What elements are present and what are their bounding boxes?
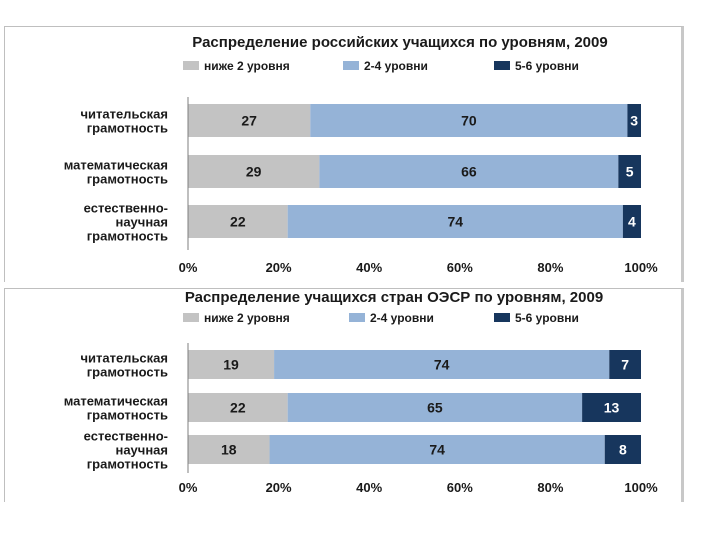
russia-legend-5-6-swatch	[494, 61, 510, 70]
oecd-bar-row1-below-2	[188, 350, 275, 379]
oecd-bar-row1-5-6	[609, 350, 641, 379]
oecd-x-tick-label: 80%	[537, 480, 563, 495]
oecd-legend-2-4-label: 2-4 уровни	[370, 311, 434, 325]
russia-value-label-row2-2-4: 66	[461, 164, 477, 180]
russia-category-label-line: грамотность	[87, 172, 168, 187]
russia-x-tick-label: 100%	[624, 260, 658, 275]
oecd-bar-row2-below-2	[188, 393, 288, 422]
russia-value-label-row2-5-6: 5	[626, 164, 634, 180]
russia-value-label-row1-5-6: 3	[630, 113, 638, 129]
oecd-x-tick-label: 20%	[266, 480, 292, 495]
russia-category-label-line: математическая	[64, 158, 168, 173]
russia-category-label-line: грамотность	[87, 229, 168, 244]
oecd-bar-row3-below-2	[188, 435, 270, 464]
oecd-category-label-row3: естественно-научная грамотность	[84, 429, 168, 472]
russia-value-label-row1-below-2: 27	[241, 113, 257, 129]
russia-bar-row3-below-2	[188, 205, 288, 238]
russia-value-label-row3-5-6: 4	[628, 214, 636, 230]
oecd-legend-2-4-swatch	[349, 313, 365, 322]
oecd-category-label-line: математическая	[64, 394, 168, 409]
russia-value-label-row3-below-2: 22	[230, 214, 246, 230]
russia-category-label-row1: читательская грамотность	[80, 107, 168, 136]
oecd-x-tick-label: 0%	[179, 480, 198, 495]
russia-value-label-row3-2-4: 74	[447, 214, 463, 230]
russia-legend-below-2-label: ниже 2 уровня	[204, 59, 290, 73]
oecd-value-label-row1-5-6: 7	[621, 357, 629, 373]
oecd-value-label-row3-5-6: 8	[619, 442, 627, 458]
russia-bar-row2-5-6	[618, 155, 641, 188]
oecd-value-label-row2-below-2: 22	[230, 400, 246, 416]
russia-bar-row3-5-6	[622, 205, 641, 238]
oecd-x-tick-label: 100%	[624, 480, 658, 495]
russia-x-tick-label: 20%	[266, 260, 292, 275]
russia-bar-row2-below-2	[188, 155, 320, 188]
russia-value-label-row1-2-4: 70	[461, 113, 477, 129]
oecd-bar-row1-2-4	[274, 350, 610, 379]
oecd-value-label-row1-below-2: 19	[223, 357, 239, 373]
russia-bar-row1-5-6	[627, 104, 641, 137]
russia-legend-2-4-label: 2-4 уровни	[364, 59, 428, 73]
russia-category-label-line: читательская	[80, 107, 168, 122]
oecd-chart-title: Распределение учащихся стран ОЭСР по уро…	[185, 289, 603, 306]
russia-category-label-line: грамотность	[87, 121, 168, 136]
russia-category-label-line: научная	[115, 215, 168, 230]
russia-bar-row3-2-4	[287, 205, 623, 238]
oecd-value-label-row3-2-4: 74	[429, 442, 445, 458]
russia-bar-row1-2-4	[310, 104, 628, 137]
oecd-legend-below-2-swatch	[183, 313, 199, 322]
russia-legend-2-4-swatch	[343, 61, 359, 70]
russia-x-tick-label: 60%	[447, 260, 473, 275]
oecd-bar-row2-5-6	[582, 393, 641, 422]
oecd-bar-row3-5-6	[604, 435, 641, 464]
russia-category-label-row3: естественно-научная грамотность	[84, 201, 168, 244]
oecd-value-label-row2-2-4: 65	[427, 400, 443, 416]
russia-bar-row1-below-2	[188, 104, 311, 137]
oecd-category-label-line: научная	[115, 443, 168, 458]
oecd-x-tick-label: 40%	[356, 480, 382, 495]
russia-legend-below-2-swatch	[183, 61, 199, 70]
oecd-category-label-line: грамотность	[87, 365, 168, 380]
oecd-legend-below-2-label: ниже 2 уровня	[204, 311, 290, 325]
oecd-category-label-row1: читательская грамотность	[80, 351, 168, 380]
oecd-category-label-line: естественно-	[84, 429, 168, 444]
russia-x-tick-label: 0%	[179, 260, 198, 275]
oecd-category-label-line: грамотность	[87, 408, 168, 423]
oecd-legend-5-6-swatch	[494, 313, 510, 322]
oecd-legend-5-6-label: 5-6 уровни	[515, 311, 579, 325]
oecd-value-label-row2-5-6: 13	[604, 400, 620, 416]
russia-bar-row2-2-4	[319, 155, 619, 188]
oecd-value-label-row1-2-4: 74	[434, 357, 450, 373]
russia-category-label-row2: математическая грамотность	[64, 158, 168, 187]
oecd-category-label-line: читательская	[80, 351, 168, 366]
oecd-bar-row3-2-4	[269, 435, 605, 464]
russia-chart-title: Распределение российских учащихся по уро…	[192, 34, 607, 51]
russia-value-label-row2-below-2: 29	[246, 164, 262, 180]
oecd-bar-row2-2-4	[287, 393, 583, 422]
russia-x-tick-label: 40%	[356, 260, 382, 275]
russia-x-tick-label: 80%	[537, 260, 563, 275]
oecd-x-tick-label: 60%	[447, 480, 473, 495]
russia-category-label-line: естественно-	[84, 201, 168, 216]
oecd-category-label-row2: математическая грамотность	[64, 394, 168, 423]
russia-legend-5-6-label: 5-6 уровни	[515, 59, 579, 73]
oecd-value-label-row3-below-2: 18	[221, 442, 237, 458]
oecd-category-label-line: грамотность	[87, 457, 168, 472]
